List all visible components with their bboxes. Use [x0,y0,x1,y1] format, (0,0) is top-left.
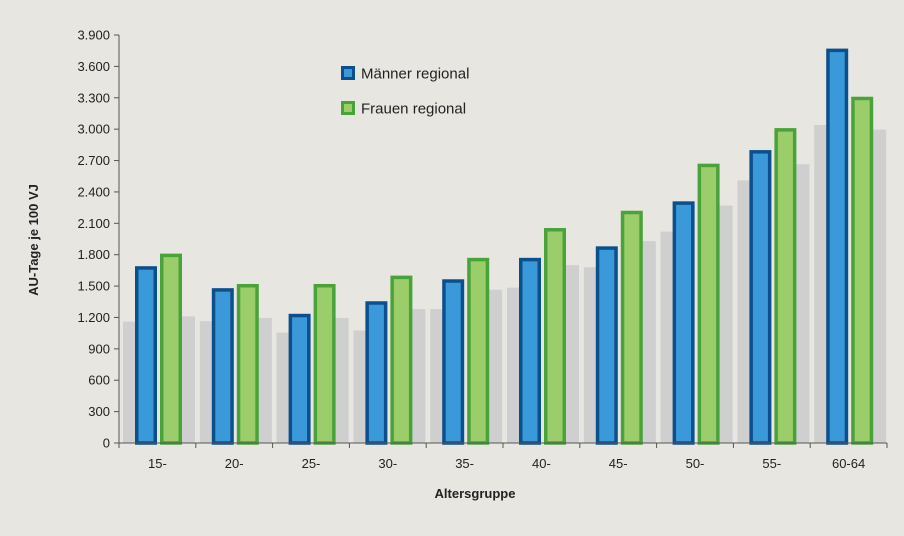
bar-maenner [826,48,849,445]
y-tick-label: 2.400 [77,184,110,199]
x-tick-label: 55- [762,456,781,471]
bar-maenner [749,150,772,445]
y-tick-label: 300 [88,404,110,419]
y-tick-label: 3.000 [77,122,110,137]
x-axis-title: Altersgruppe [435,486,516,501]
bar-frauen [390,275,413,445]
legend: Männer regional Frauen regional [341,66,469,118]
bar-frauen [236,283,259,445]
x-tick-label: 30- [378,456,397,471]
y-tick-label: 0 [103,436,110,451]
bar-maenner [288,313,311,445]
y-tick-label: 900 [88,341,110,356]
y-tick-label: 3.600 [77,59,110,74]
bar-maenner [595,246,618,445]
bar-frauen [160,253,182,445]
bar-maenner [672,201,695,445]
x-tick-label: 45- [609,456,628,471]
axes: 0 300 600 900 1.200 1.500 1.800 2.100 2.400 2.700… [77,28,888,471]
bar-maenner [135,266,157,445]
y-tick-label: 1.200 [77,310,110,325]
bar-frauen [467,257,490,445]
bar-maenner [519,257,541,445]
legend-swatch [341,66,355,80]
x-tick-label: 60-64 [832,456,865,471]
y-tick-label: 2.700 [77,153,110,168]
bar-maenner [211,288,234,445]
y-tick-label: 1.500 [77,279,110,294]
y-tick-label: 3.300 [77,90,110,105]
y-axis-title: AU-Tage je 100 VJ [26,184,41,296]
x-tick-label: 20- [225,456,244,471]
bar-frauen [620,210,643,445]
legend-label: Männer regional [361,66,469,83]
bar-frauen [544,228,566,445]
y-tick-label: 600 [88,373,110,388]
bar-frauen [851,96,874,445]
legend-swatch [341,101,355,115]
x-tick-label: 35- [455,456,474,471]
bar-maenner [442,279,465,445]
bar-maenner [365,301,388,445]
y-tick-label: 2.100 [77,216,110,231]
x-tick-label: 50- [686,456,705,471]
bar-frauen [313,283,336,445]
y-tick-label: 3.900 [77,28,110,43]
x-tick-label: 15- [148,456,167,471]
bar-frauen [774,128,797,445]
x-tick-label: 40- [532,456,551,471]
legend-label: Frauen regional [361,101,466,118]
bar-frauen [697,163,720,445]
x-tick-label: 25- [302,456,321,471]
y-tick-label: 1.800 [77,247,110,262]
data-bars [135,48,874,445]
